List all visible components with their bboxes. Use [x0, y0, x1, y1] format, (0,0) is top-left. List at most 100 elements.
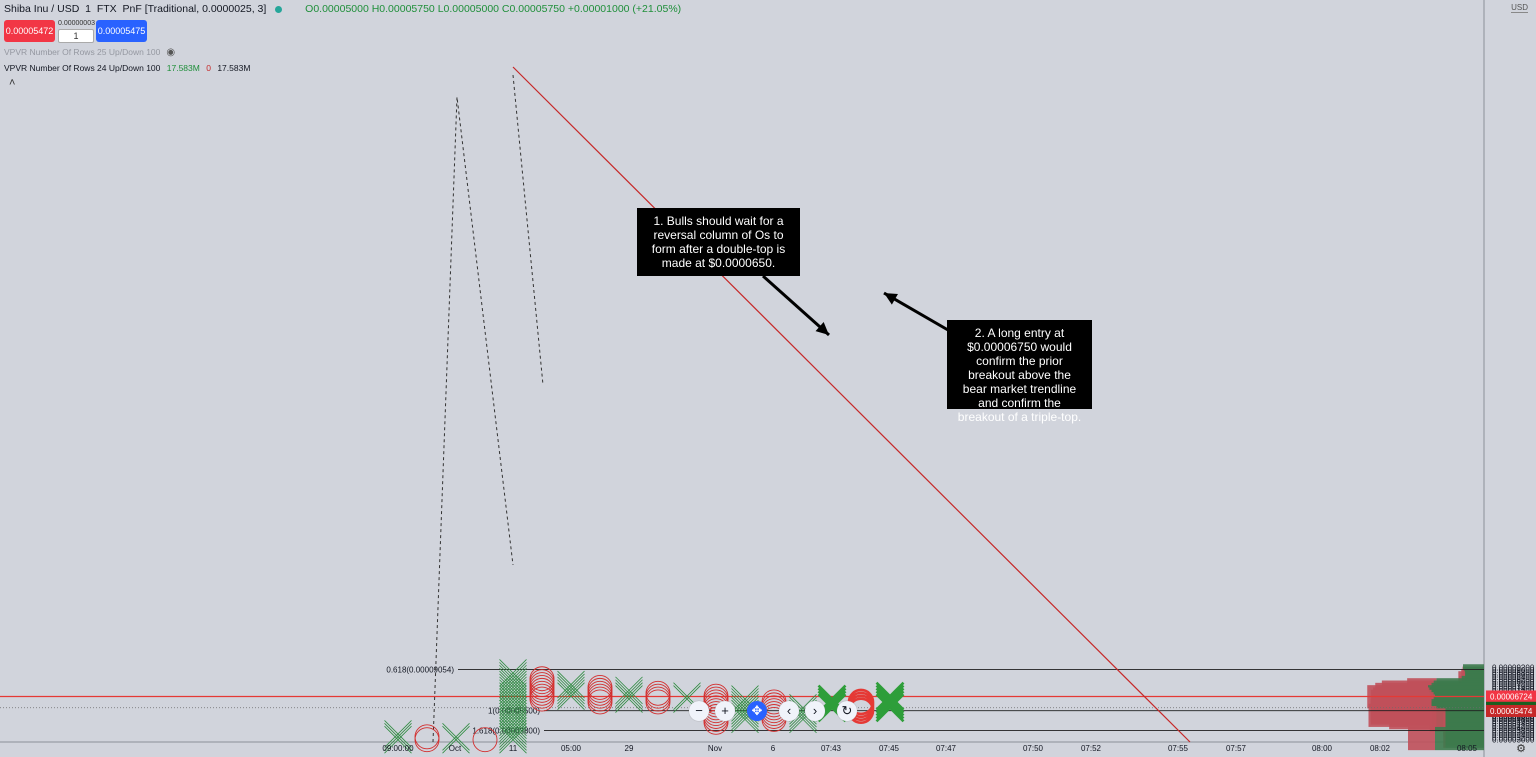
- pnf-x-mark: [499, 708, 527, 737]
- pnf-x-mark: [875, 681, 905, 711]
- zoom-in-icon[interactable]: +: [715, 701, 735, 721]
- time-axis-label: 07:52: [1081, 744, 1102, 753]
- annotation-arrow-head: [815, 322, 829, 335]
- price-axis-label: 0.00008400: [1492, 673, 1535, 682]
- price-axis-label: 0.00004400: [1492, 719, 1535, 728]
- indicator-up-volume: 17.583M: [166, 63, 200, 73]
- price-marker-badge: [1486, 690, 1536, 703]
- ohlc-values: O0.00005000 H0.00005750 L0.00005000 C0.0…: [305, 3, 682, 15]
- sell-button[interactable]: 0.00005472: [4, 20, 55, 42]
- pnf-x-mark: [731, 693, 759, 722]
- buy-button[interactable]: 0.00005475: [96, 20, 147, 42]
- price-axis-label: 0.00008600: [1492, 671, 1535, 680]
- refresh-icon[interactable]: ↻: [837, 701, 857, 721]
- reset-view-icon[interactable]: ✥: [747, 701, 767, 721]
- time-axis-label: 29: [625, 744, 634, 753]
- indicator-vpvr-25[interactable]: VPVR Number Of Rows 25 Up/Down 100 ◉: [4, 47, 175, 58]
- quantity-input[interactable]: 1: [58, 29, 94, 43]
- price-axis-label: 0.00008800: [1492, 668, 1535, 677]
- time-axis-label: 07:47: [936, 744, 957, 753]
- pnf-x-mark: [499, 720, 527, 748]
- pnf-x-mark: [499, 711, 527, 739]
- price-axis-label: 0.00003400: [1492, 731, 1535, 740]
- zoom-toolbar: − + ✥ ‹ › ↻: [689, 701, 857, 723]
- pnf-x-mark: [442, 723, 470, 751]
- price-axis-label: 0.00009200: [1492, 664, 1535, 673]
- zoom-out-icon[interactable]: −: [689, 701, 709, 721]
- price-axis-label: 0.00003200: [1492, 733, 1535, 742]
- pnf-x-mark: [499, 705, 527, 734]
- price-axis-label: 0.00003600: [1492, 729, 1535, 738]
- pnf-x-mark: [499, 676, 527, 705]
- price-axis-label: 0.00004200: [1492, 722, 1535, 731]
- time-axis-label: 11: [509, 744, 518, 753]
- pnf-x-mark: [499, 679, 527, 708]
- scroll-right-icon[interactable]: ›: [805, 701, 825, 721]
- price-axis-label: 0.00003800: [1492, 726, 1535, 735]
- pnf-o-mark: [414, 724, 440, 750]
- volume-profile-down-bar: [1408, 726, 1435, 751]
- time-axis-label: 08:00: [1312, 744, 1333, 753]
- time-axis-label: 09:00:00: [382, 744, 414, 753]
- pnf-x-mark: [557, 679, 585, 708]
- price-axis-label: 0.00007800: [1492, 680, 1535, 689]
- indicator-label: VPVR Number Of Rows 25 Up/Down 100: [4, 47, 161, 57]
- volume-profile-down-bar: [1429, 708, 1446, 732]
- time-axis-label: 07:50: [1023, 744, 1044, 753]
- pnf-x-mark: [499, 702, 527, 731]
- pnf-x-mark: [615, 682, 643, 710]
- pnf-x-mark: [384, 720, 412, 748]
- indicator-vpvr-24[interactable]: VPVR Number Of Rows 24 Up/Down 100 17.58…: [4, 63, 250, 73]
- fib-level-label: 1(0.00005500): [488, 707, 540, 716]
- price-marker-label: 0.00005474: [1490, 707, 1533, 716]
- eye-hidden-icon[interactable]: ◉: [166, 47, 176, 58]
- pnf-x-mark: [499, 664, 527, 693]
- pnf-x-mark: [875, 687, 905, 717]
- price-marker-badge: [1486, 704, 1536, 717]
- pnf-x-mark: [875, 690, 905, 720]
- pnf-x-mark: [499, 659, 527, 687]
- collapse-legend-icon[interactable]: ˄: [9, 77, 16, 89]
- price-axis-label: 0.00004000: [1492, 724, 1535, 733]
- pnf-x-mark: [557, 673, 585, 702]
- scroll-left-icon[interactable]: ‹: [779, 701, 799, 721]
- pnf-x-mark: [384, 725, 412, 754]
- gear-icon[interactable]: ⚙: [1516, 743, 1526, 755]
- indicator-label: VPVR Number Of Rows 24 Up/Down 100: [4, 63, 161, 73]
- price-axis-label: 0.00004600: [1492, 717, 1535, 726]
- currency-selector[interactable]: USD: [1511, 3, 1528, 13]
- symbol-name[interactable]: Shiba Inu / USD: [4, 3, 80, 15]
- price-axis-label: 0.00005000: [1492, 712, 1535, 721]
- market-status-icon: [275, 5, 283, 13]
- pnf-o-mark: [472, 727, 498, 753]
- pnf-x-mark: [499, 723, 527, 751]
- exchange: FTX: [96, 3, 117, 15]
- pnf-x-mark: [499, 667, 527, 696]
- time-axis-label: Nov: [708, 744, 722, 753]
- zigzag-dashed-line: [512, 74, 544, 386]
- chart-style: PnF [Traditional, 0.0000025, 3]: [122, 3, 267, 15]
- spread-value: 0.00000003: [58, 20, 95, 27]
- pnf-x-mark: [673, 685, 701, 713]
- price-axis-label: 0.00009000: [1492, 666, 1535, 675]
- pnf-x-mark: [442, 725, 470, 754]
- time-axis-label: 08:02: [1370, 744, 1391, 753]
- pnf-x-mark: [499, 662, 527, 690]
- volume-profile-up-bar: [1435, 726, 1484, 751]
- pnf-x-mark: [615, 685, 643, 713]
- annotation-2: 2. A long entry at $0.00006750 would con…: [947, 320, 1092, 424]
- pnf-x-mark: [499, 673, 527, 702]
- pnf-x-mark: [875, 693, 905, 723]
- pnf-x-mark: [499, 699, 527, 728]
- chart-header: Shiba Inu / USD 1 FTX PnF [Traditional, …: [4, 3, 681, 15]
- annotation-arrow-head: [884, 293, 898, 305]
- pnf-o-mark: [529, 666, 555, 692]
- time-axis-label: 08:05: [1457, 744, 1478, 753]
- indicator-mid-value: 0: [206, 63, 211, 73]
- pnf-x-mark: [673, 682, 701, 710]
- pnf-x-mark: [499, 725, 527, 754]
- pnf-x-mark: [557, 670, 585, 699]
- pnf-x-mark: [499, 714, 527, 742]
- price-axis-label: 0.00005400: [1492, 714, 1535, 723]
